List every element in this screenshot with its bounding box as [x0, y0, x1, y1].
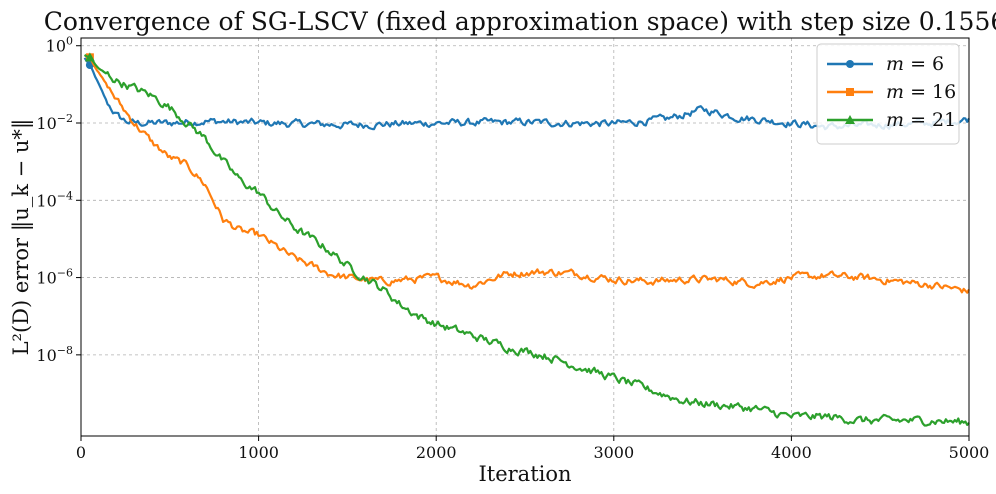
legend: m = 6 m = 16 m = 21	[816, 43, 960, 145]
y-tick-label: 10−2	[36, 112, 73, 133]
x-tick-label: 3000	[593, 443, 634, 462]
series-marker	[845, 115, 855, 124]
x-tick-label: 2000	[416, 443, 457, 462]
x-tick-label: 0	[76, 443, 86, 462]
y-axis-ticks: 100 10−2 10−4 10−6 10−8	[36, 35, 81, 365]
legend-label: m = 16	[886, 81, 956, 103]
x-tick-label: 5000	[949, 443, 990, 462]
y-axis-label-text: L²(D) error ‖u_k − u*‖	[9, 119, 34, 356]
series-marker	[84, 52, 95, 62]
y-axis-label: L²(D) error ‖u_k − u*‖	[9, 119, 34, 356]
chart-title: Convergence of SG-LSCV (fixed approximat…	[44, 7, 996, 36]
y-tick-label: 100	[46, 35, 73, 56]
series-line	[83, 54, 970, 427]
x-axis-ticks: 0 1000 2000 3000 4000 5000	[76, 436, 989, 462]
x-tick-label: 1000	[238, 443, 279, 462]
x-axis-label: Iteration	[478, 462, 571, 486]
y-tick-label: 10−6	[36, 267, 73, 288]
y-tick-label: 10−8	[36, 344, 73, 365]
legend-label: m = 21	[886, 109, 956, 131]
y-tick-label: 10−4	[36, 189, 73, 210]
series-line	[84, 54, 970, 294]
series-marker	[846, 88, 854, 96]
x-tick-label: 4000	[771, 443, 812, 462]
series-marker	[846, 60, 854, 68]
plot-frame	[80, 37, 970, 437]
legend-label: m = 6	[886, 53, 944, 75]
